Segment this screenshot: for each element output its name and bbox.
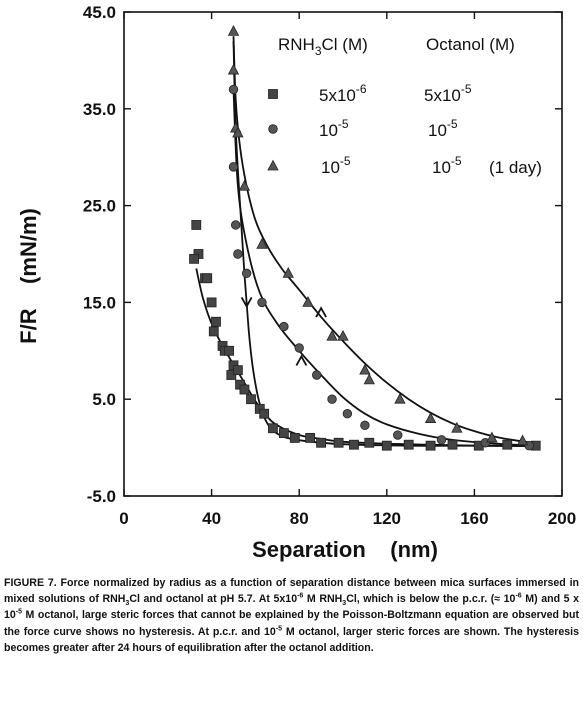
data-point-circle	[228, 84, 239, 95]
data-point-circle	[294, 343, 304, 353]
data-point-square	[211, 316, 221, 327]
data-point-triangle	[359, 363, 371, 375]
fit-curve-square	[232, 40, 541, 447]
y-tick-label: 15.0	[83, 293, 116, 312]
x-tick-label: 160	[460, 509, 488, 528]
data-point-square	[403, 439, 414, 450]
data-point-circle	[279, 321, 289, 332]
fit-curve-square	[195, 268, 541, 447]
data-point-square	[316, 437, 327, 448]
arrow-up	[295, 354, 308, 366]
data-point-square	[268, 423, 278, 434]
fit-curve-triangle	[232, 36, 541, 445]
data-point-square	[259, 408, 270, 419]
data-point-square	[239, 384, 250, 395]
data-point-triangle	[302, 296, 314, 307]
legend-header-rnh3cl: RNH3Cl (M)	[278, 35, 368, 58]
data-point-triangle	[424, 412, 437, 423]
y-tick-label: 35.0	[83, 100, 116, 119]
data-point-square	[425, 440, 436, 451]
data-point-triangle	[282, 267, 294, 278]
legend-row3-octanol: 10-5	[432, 154, 462, 177]
data-point-triangle	[238, 179, 251, 191]
data-point-triangle	[516, 434, 529, 446]
fit-curves	[195, 36, 541, 447]
legend-row3-rnh3cl: 10-5	[321, 154, 351, 177]
data-point-triangle	[394, 392, 406, 404]
data-point-triangle	[337, 329, 349, 341]
data-point-triangle	[232, 126, 244, 138]
data-point-circle	[228, 162, 239, 172]
data-point-square	[206, 297, 217, 308]
y-axis-label: F/R (mN/m)	[16, 208, 41, 344]
y-tick-label: 5.0	[92, 390, 116, 409]
data-point-circle	[257, 297, 267, 308]
data-point-triangle	[227, 63, 240, 75]
hysteresis-arrows	[240, 296, 327, 366]
data-point-triangle	[256, 237, 268, 249]
data-point-circle	[342, 409, 353, 419]
legend-marker-circle	[268, 124, 278, 134]
data-point-square	[349, 439, 359, 450]
data-point-square	[278, 428, 289, 438]
y-tick-label: -5.0	[87, 487, 116, 506]
x-tick-label: 80	[290, 509, 309, 528]
data-point-circle	[436, 435, 447, 445]
data-point-circle	[230, 220, 241, 230]
data-point-circle	[360, 420, 370, 431]
legend-markers	[267, 89, 279, 171]
data-point-square	[447, 439, 458, 450]
legend-row1-rnh3cl: 5x10-6	[319, 82, 367, 105]
data-point-circle	[233, 249, 243, 259]
data-point-triangle	[326, 329, 338, 341]
axis-ticks: 0 40 80 120 160 200 -5.0 5.0 15.0 25.0 35.0 45.0	[83, 3, 576, 528]
x-tick-label: 40	[202, 509, 221, 528]
legend-row3-note: (1 day)	[489, 158, 542, 177]
data-point-circle	[312, 370, 322, 380]
data-point-triangle	[227, 25, 240, 36]
y-tick-label: 45.0	[83, 3, 116, 22]
data-point-triangle	[486, 431, 498, 443]
data-point-square	[333, 437, 344, 448]
legend: RNH3Cl (M) Octanol (M) 5x10-6 5x10-5 10-…	[267, 35, 542, 177]
plot-border	[123, 11, 563, 497]
data-point-circle	[241, 268, 252, 279]
data-point-circle	[393, 430, 403, 440]
data-point-triangle	[451, 421, 463, 433]
data-point-square	[191, 220, 202, 230]
arrow-down	[240, 296, 253, 309]
data-point-square	[208, 326, 219, 337]
x-axis-label: Separation (nm)	[252, 537, 438, 562]
x-tick-label: 120	[373, 509, 401, 528]
legend-marker-triangle	[267, 159, 279, 171]
figure-caption: FIGURE 7. Force normalized by radius as …	[4, 577, 580, 654]
data-point-square	[232, 365, 243, 376]
legend-row2-octanol: 10-5	[428, 117, 458, 140]
y-tick-label: 25.0	[83, 197, 116, 216]
data-point-square	[381, 440, 392, 451]
data-point-square	[202, 273, 213, 284]
plot-frame	[123, 11, 563, 497]
data-point-square	[364, 437, 375, 448]
data-point-triangle	[363, 373, 375, 385]
data-point-square	[289, 433, 300, 443]
force-chart: 0 40 80 120 160 200 -5.0 5.0 15.0 25.0 35.0 45.0 Se…	[16, 3, 576, 562]
arrow-up	[315, 306, 327, 318]
data-point-square	[189, 253, 199, 264]
data-point-square	[502, 439, 513, 450]
data-point-square	[224, 345, 235, 356]
legend-header-octanol: Octanol (M)	[426, 35, 515, 54]
legend-row2-rnh3cl: 10-5	[319, 117, 349, 140]
data-points	[189, 25, 541, 451]
data-point-square	[246, 394, 256, 405]
legend-marker-square	[268, 89, 278, 99]
fit-curve-circle	[232, 89, 541, 447]
legend-row1-octanol: 5x10-5	[424, 82, 472, 105]
x-tick-label: 0	[119, 509, 128, 528]
x-tick-label: 200	[548, 509, 576, 528]
data-point-square	[305, 433, 316, 443]
data-point-circle	[327, 394, 337, 404]
